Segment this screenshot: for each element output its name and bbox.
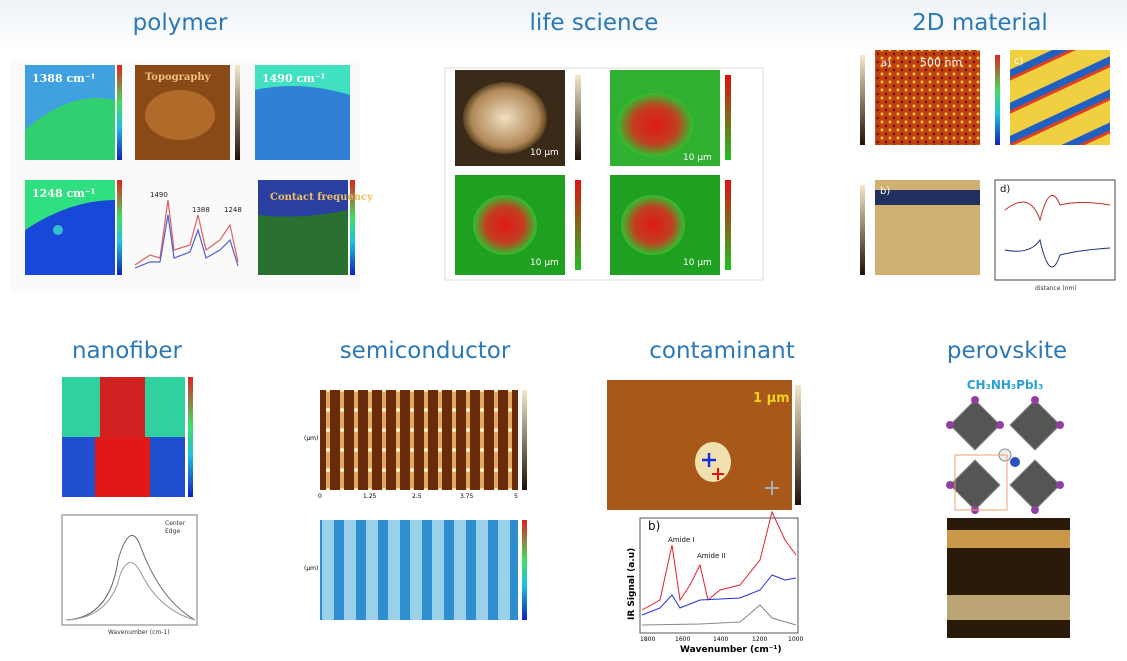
peak-label: 1388 xyxy=(192,206,210,214)
image-label: 1388 cm⁻¹ xyxy=(32,72,96,85)
legend-entry: Edge xyxy=(165,528,180,535)
tick-label: 2.5 xyxy=(412,493,422,500)
tick-label: 3.75 xyxy=(460,493,474,500)
legend-entry: Center xyxy=(165,520,186,527)
scale-bar-label: 500 nm xyxy=(920,56,962,69)
scale-bar-label: 10 µm xyxy=(530,258,559,268)
image-label: Contact frequency xyxy=(270,192,374,203)
axis-label: distance (nm) xyxy=(1035,285,1077,292)
tick-label: 5 xyxy=(514,493,518,500)
tick-label: 1400 xyxy=(713,636,728,643)
panel-title: polymer xyxy=(133,10,228,36)
peak-label: 1248 xyxy=(224,206,242,214)
axis-label: Wavenumber (cm⁻¹) xyxy=(680,645,782,655)
subfigure-label: d) xyxy=(1000,184,1010,195)
scale-bar-label: 10 µm xyxy=(683,258,712,268)
nanofiber-figure: Center Edge Wavenumber (cm-1) xyxy=(61,377,198,636)
tick-label: 1200 xyxy=(752,636,767,643)
panel-title: nanofiber xyxy=(72,338,183,364)
subfigure-label: b) xyxy=(648,519,660,533)
tick-label: 1600 xyxy=(675,636,690,643)
scale-bar-label: 10 µm xyxy=(683,153,712,163)
subfigure-label: b) xyxy=(880,186,890,197)
axis-label: IR Signal (a.u) xyxy=(627,548,637,620)
contaminant-figure: 1 µm b) Amide I Amide II IR Signal (a.u)… xyxy=(607,380,803,655)
scale-bar-label: 1 µm xyxy=(753,391,790,406)
2d-material-figure: a) 500 nm c) b) d) distance (nm) xyxy=(860,50,1116,292)
tick-label: 1.25 xyxy=(363,493,377,500)
formula: CH₃NH₃PbI₃ xyxy=(967,378,1044,392)
image-label: 1248 cm⁻¹ xyxy=(32,187,96,200)
tick-label: 1800 xyxy=(640,636,655,643)
annotation: Amide II xyxy=(697,552,726,560)
panel-title: perovskite xyxy=(947,338,1067,364)
panel-title: contaminant xyxy=(649,338,794,364)
polymer-figure: 1388 cm⁻¹ Topography 1490 cm⁻¹ 1248 cm⁻¹… xyxy=(10,60,374,292)
panel-title: life science xyxy=(530,10,659,36)
tick-label: 0 xyxy=(318,493,322,500)
image-label: 1490 cm⁻¹ xyxy=(262,72,326,85)
axis-label: (µm) xyxy=(304,565,318,572)
image-label: Topography xyxy=(145,72,212,83)
perovskite-figure: CH₃NH₃PbI₃ xyxy=(946,378,1070,638)
panel-title: semiconductor xyxy=(340,338,511,364)
axis-label: (µm) xyxy=(304,435,318,442)
subfigure-label: c) xyxy=(1014,56,1023,67)
semiconductor-figure: (µm) (µm) 0 1.25 2.5 3.75 5 xyxy=(304,390,527,620)
annotation: Amide I xyxy=(668,536,695,544)
tick-label: 1000 xyxy=(788,636,803,643)
peak-label: 1490 xyxy=(150,191,168,199)
panel-title: 2D material xyxy=(912,10,1048,36)
life-science-figure: 10 µm 10 µm 10 µm 10 µm xyxy=(444,67,764,281)
subfigure-label: a) xyxy=(881,58,891,69)
scale-bar-label: 10 µm xyxy=(530,148,559,158)
axis-label: Wavenumber (cm-1) xyxy=(108,629,170,636)
